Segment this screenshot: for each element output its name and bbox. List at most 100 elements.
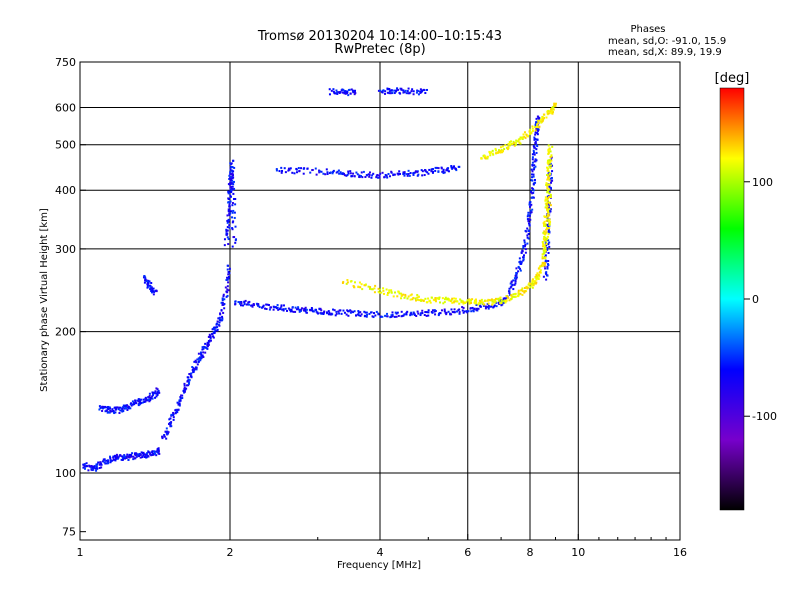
- data-point: [527, 220, 530, 223]
- data-point: [135, 452, 138, 455]
- data-point: [304, 308, 307, 311]
- data-point: [521, 293, 524, 296]
- data-point: [529, 212, 532, 215]
- data-point: [386, 91, 389, 94]
- data-point: [137, 398, 140, 401]
- data-point: [393, 315, 396, 318]
- data-point: [332, 90, 335, 93]
- data-point: [139, 401, 142, 404]
- data-point: [547, 214, 550, 217]
- data-point: [83, 465, 86, 468]
- data-point: [220, 309, 223, 312]
- data-point: [347, 310, 350, 313]
- data-point: [207, 343, 210, 346]
- data-point: [89, 465, 92, 468]
- data-point: [548, 174, 551, 177]
- data-point: [188, 379, 191, 382]
- data-point: [409, 294, 412, 297]
- data-point: [233, 236, 236, 239]
- data-point: [328, 311, 331, 314]
- data-point: [547, 206, 550, 209]
- data-point: [298, 310, 301, 313]
- data-point: [461, 309, 464, 312]
- data-point: [291, 306, 294, 309]
- data-point: [410, 90, 413, 93]
- data-point: [149, 398, 152, 401]
- data-point: [432, 170, 435, 173]
- data-point: [536, 138, 539, 141]
- data-point: [533, 138, 536, 141]
- data-point: [97, 461, 100, 464]
- data-point: [430, 170, 433, 173]
- data-point: [499, 296, 502, 299]
- data-point: [181, 394, 184, 397]
- data-point: [514, 279, 517, 282]
- data-point: [519, 260, 522, 263]
- data-point: [152, 394, 155, 397]
- data-point: [311, 168, 314, 171]
- data-point: [128, 407, 131, 410]
- data-point: [447, 310, 450, 313]
- data-point: [141, 401, 144, 404]
- data-point: [121, 455, 124, 458]
- data-point: [548, 183, 551, 186]
- data-point: [178, 404, 181, 407]
- data-point: [541, 255, 544, 258]
- data-point: [287, 169, 290, 172]
- data-point: [144, 276, 147, 279]
- data-point: [374, 284, 377, 287]
- data-point: [340, 89, 343, 92]
- data-point: [357, 314, 360, 317]
- data-point: [272, 308, 275, 311]
- data-point: [548, 147, 551, 150]
- data-point: [548, 220, 551, 223]
- data-point: [394, 311, 397, 314]
- data-point: [511, 142, 514, 145]
- data-point: [461, 300, 464, 303]
- data-point: [551, 179, 554, 182]
- data-point: [231, 202, 234, 205]
- data-point: [545, 278, 548, 281]
- data-point: [231, 204, 234, 207]
- data-point: [513, 144, 516, 147]
- data-point: [227, 275, 230, 278]
- data-point: [512, 288, 515, 291]
- data-point: [521, 137, 524, 140]
- data-point: [328, 88, 331, 91]
- data-point: [234, 198, 237, 201]
- data-point: [544, 267, 547, 270]
- data-point: [349, 309, 352, 312]
- data-point: [122, 458, 125, 461]
- data-point: [128, 456, 131, 459]
- data-point: [547, 225, 550, 228]
- data-point: [514, 282, 517, 285]
- data-point: [345, 313, 348, 316]
- data-point: [149, 286, 152, 289]
- data-point: [526, 234, 529, 237]
- data-point: [545, 204, 548, 207]
- data-point: [544, 223, 547, 226]
- data-point: [480, 157, 483, 160]
- data-point: [148, 400, 151, 403]
- data-point: [402, 293, 405, 296]
- data-point: [447, 167, 450, 170]
- data-point: [209, 339, 212, 342]
- data-point: [104, 405, 107, 408]
- data-point: [515, 267, 518, 270]
- data-point: [335, 312, 338, 315]
- data-point: [539, 269, 542, 272]
- data-point: [179, 396, 182, 399]
- data-point: [342, 172, 345, 175]
- data-point: [494, 149, 497, 152]
- data-point: [532, 168, 535, 171]
- data-point: [161, 435, 164, 438]
- data-point: [546, 178, 549, 181]
- data-point: [442, 302, 445, 305]
- data-point: [547, 170, 550, 173]
- data-point: [344, 92, 347, 95]
- data-point: [353, 90, 356, 93]
- data-point: [546, 248, 549, 251]
- data-point: [550, 176, 553, 179]
- grid-lines: [80, 62, 680, 540]
- data-point: [360, 171, 363, 174]
